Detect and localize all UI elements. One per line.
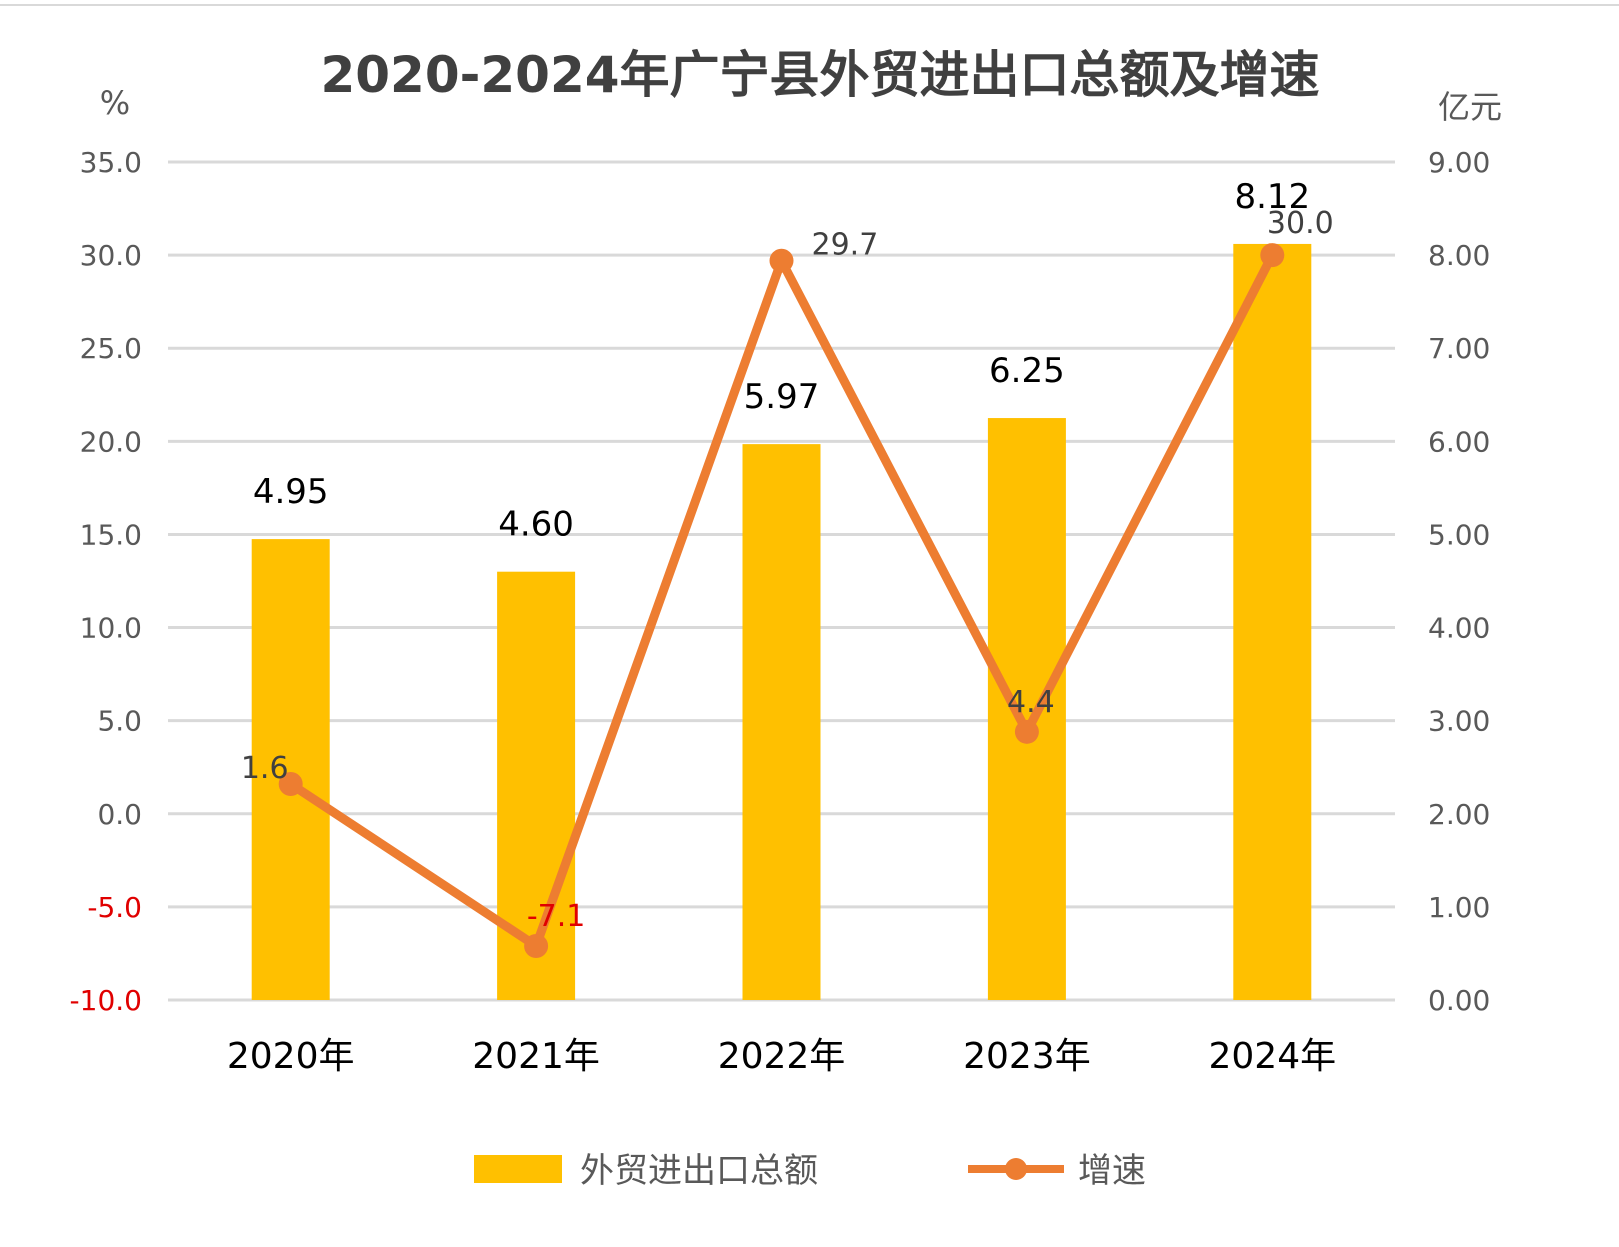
line-data-label: 4.4 xyxy=(1007,685,1055,720)
line-data-label: 30.0 xyxy=(1267,206,1334,241)
legend-label-bar: 外贸进出口总额 xyxy=(580,1151,818,1191)
left-axis-tick-label: 30.0 xyxy=(80,239,142,272)
category-label: 2024年 xyxy=(1208,1036,1336,1077)
bar xyxy=(987,418,1066,1000)
bar xyxy=(1233,243,1312,1001)
right-axis-tick-label: 0.00 xyxy=(1428,984,1490,1017)
bar-data-label: 4.60 xyxy=(498,505,574,545)
legend-swatch-marker xyxy=(1005,1158,1027,1180)
category-label: 2021年 xyxy=(472,1036,600,1077)
right-axis-ticks: 9.00 8.00 7.00 6.00 5.00 4.00 3.00 2.00 1.00 0.00 xyxy=(1428,146,1490,1017)
line-data-labels: 1.6 -7.1 29.7 4.4 30.0 xyxy=(241,206,1334,934)
left-axis-tick-label: 10.0 xyxy=(80,612,142,645)
right-axis-tick-label: 4.00 xyxy=(1428,612,1490,645)
line-point xyxy=(278,771,303,796)
legend-label-line: 增速 xyxy=(1078,1151,1146,1191)
bar-data-label: 4.95 xyxy=(253,472,329,512)
left-axis-tick-label: 25.0 xyxy=(80,332,142,365)
right-axis-tick-label: 6.00 xyxy=(1428,425,1490,458)
left-axis-tick-label: 35.0 xyxy=(80,146,142,179)
bar-series xyxy=(251,243,1312,1001)
top-rule xyxy=(0,4,1619,6)
right-axis-tick-label: 7.00 xyxy=(1428,332,1490,365)
right-axis-tick-label: 8.00 xyxy=(1428,239,1490,272)
bar xyxy=(251,539,330,1000)
bar xyxy=(742,444,821,1000)
line-point xyxy=(769,248,794,273)
line-point xyxy=(1014,719,1039,744)
line-data-label: -7.1 xyxy=(527,899,586,934)
right-axis-tick-label: 3.00 xyxy=(1428,705,1490,738)
legend: 外贸进出口总额 增速 xyxy=(474,1151,1146,1191)
line-point xyxy=(1260,243,1285,268)
right-axis-tick-label: 5.00 xyxy=(1428,518,1490,551)
left-axis-tick-label: 0.0 xyxy=(97,798,142,831)
left-axis-tick-label: -10.0 xyxy=(70,984,142,1017)
left-axis-unit: % xyxy=(100,84,130,122)
left-axis-tick-label: 20.0 xyxy=(80,425,142,458)
line-series xyxy=(278,243,1285,958)
category-label: 2020年 xyxy=(227,1036,355,1077)
right-axis-tick-label: 1.00 xyxy=(1428,891,1490,924)
left-axis-tick-label: 15.0 xyxy=(80,518,142,551)
line-data-label: 29.7 xyxy=(812,228,879,263)
chart-title: 2020-2024年广宁县外贸进出口总额及增速 xyxy=(320,46,1319,104)
left-axis-tick-label: 5.0 xyxy=(97,705,142,738)
bar-data-labels: 4.95 4.60 5.97 6.25 8.12 xyxy=(253,177,1310,545)
left-axis-tick-label: -5.0 xyxy=(87,891,142,924)
bar-data-label: 5.97 xyxy=(744,377,820,417)
line-point xyxy=(524,933,549,958)
bar-data-label: 8.12 xyxy=(1234,177,1310,217)
left-axis-ticks: 35.0 30.0 25.0 20.0 15.0 10.0 5.0 0.0 -5.0 -10.0 xyxy=(70,146,142,1017)
category-axis: 2020年 2021年 2022年 2023年 2024年 xyxy=(227,1036,1336,1077)
right-axis-tick-label: 9.00 xyxy=(1428,146,1490,179)
bar-data-label: 6.25 xyxy=(989,351,1065,391)
line-data-label: 1.6 xyxy=(241,751,289,786)
category-label: 2023年 xyxy=(963,1036,1091,1077)
category-label: 2022年 xyxy=(718,1036,846,1077)
legend-swatch-bar xyxy=(474,1155,562,1183)
right-axis-unit: 亿元 xyxy=(1438,88,1502,126)
right-axis-tick-label: 2.00 xyxy=(1428,798,1490,831)
